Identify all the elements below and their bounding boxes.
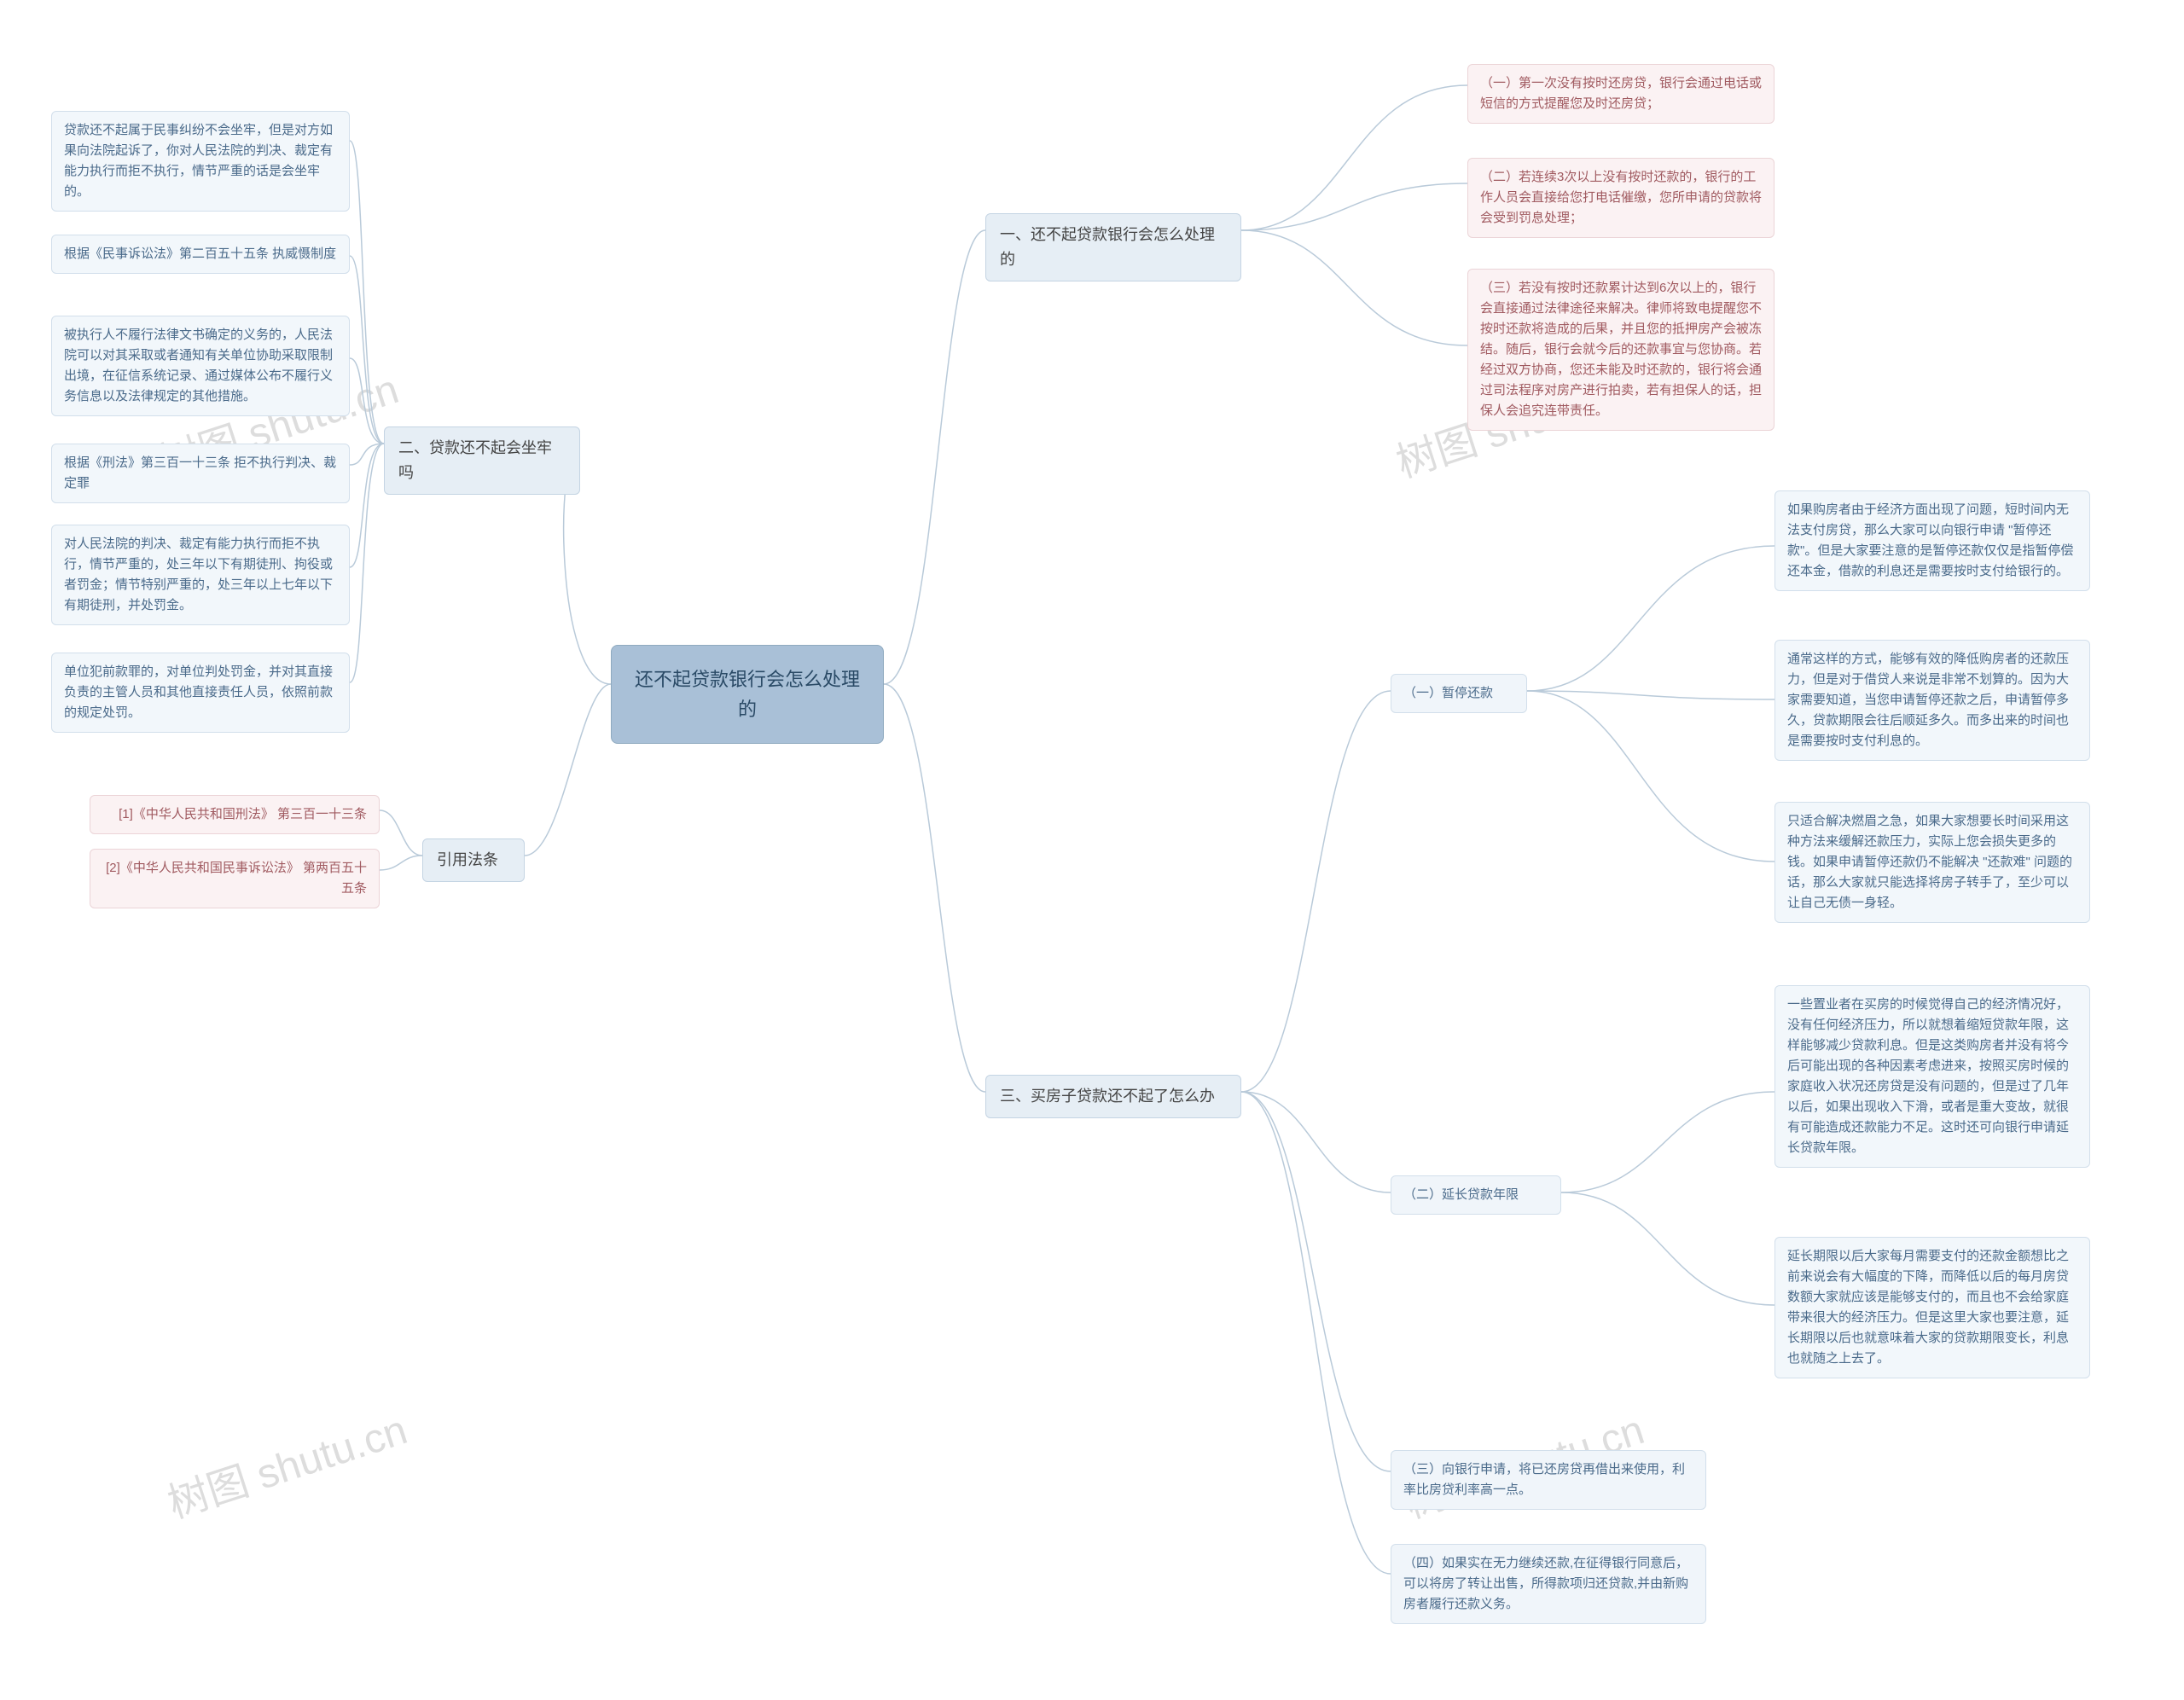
section-3[interactable]: 三、买房子贷款还不起了怎么办 [985, 1075, 1241, 1118]
sub-node-transfer[interactable]: （四）如果实在无力继续还款,在征得银行同意后，可以将房了转让出售，所得款项归还贷… [1391, 1544, 1706, 1624]
section-1[interactable]: 一、还不起贷款银行会怎么处理的 [985, 213, 1241, 281]
leaf-node[interactable]: （二）若连续3次以上没有按时还款的，银行的工作人员会直接给您打电话催缴，您所申请… [1467, 158, 1774, 238]
leaf-node[interactable]: 如果购房者由于经济方面出现了问题，短时间内无法支付房贷，那么大家可以向银行申请 … [1774, 490, 2090, 591]
sub-node-extend[interactable]: （二）延长贷款年限 [1391, 1175, 1561, 1215]
leaf-node[interactable]: 延长期限以后大家每月需要支付的还款金额想比之前来说会有大幅度的下降，而降低以后的… [1774, 1237, 2090, 1378]
leaf-node[interactable]: 通常这样的方式，能够有效的降低购房者的还款压力，但是对于借贷人来说是非常不划算的… [1774, 640, 2090, 761]
leaf-node[interactable]: 只适合解决燃眉之急，如果大家想要长时间采用这种方法来缓解还款压力，实际上您会损失… [1774, 802, 2090, 923]
sub-node-pause[interactable]: （一）暂停还款 [1391, 674, 1527, 713]
section-2[interactable]: 二、贷款还不起会坐牢吗 [384, 426, 580, 495]
watermark: 树图 shutu.cn [159, 1396, 413, 1529]
leaf-node[interactable]: 根据《民事诉讼法》第二百五十五条 执威慑制度 [51, 235, 350, 274]
leaf-node[interactable]: （一）第一次没有按时还房贷，银行会通过电话或短信的方式提醒您及时还房贷； [1467, 64, 1774, 124]
root-node[interactable]: 还不起贷款银行会怎么处理的 [611, 645, 884, 744]
leaf-node[interactable]: 根据《刑法》第三百一十三条 拒不执行判决、裁定罪 [51, 444, 350, 503]
leaf-node[interactable]: [1]《中华人民共和国刑法》 第三百一十三条 [90, 795, 380, 834]
leaf-node[interactable]: （三）若没有按时还款累计达到6次以上的，银行会直接通过法律途径来解决。律师将致电… [1467, 269, 1774, 431]
section-ref[interactable]: 引用法条 [422, 838, 525, 882]
leaf-node[interactable]: 一些置业者在买房的时候觉得自己的经济情况好，没有任何经济压力，所以就想着缩短贷款… [1774, 985, 2090, 1168]
sub-node-reborrow[interactable]: （三）向银行申请，将已还房贷再借出来使用，利率比房贷利率高一点。 [1391, 1450, 1706, 1510]
leaf-node[interactable]: 被执行人不履行法律文书确定的义务的，人民法院可以对其采取或者通知有关单位协助采取… [51, 316, 350, 416]
leaf-node[interactable]: 单位犯前款罪的，对单位判处罚金，并对其直接负责的主管人员和其他直接责任人员，依照… [51, 653, 350, 733]
leaf-node[interactable]: 对人民法院的判决、裁定有能力执行而拒不执行，情节严重的，处三年以下有期徒刑、拘役… [51, 525, 350, 625]
leaf-node[interactable]: [2]《中华人民共和国民事诉讼法》 第两百五十五条 [90, 849, 380, 908]
leaf-node[interactable]: 贷款还不起属于民事纠纷不会坐牢，但是对方如果向法院起诉了，你对人民法院的判决、裁… [51, 111, 350, 212]
